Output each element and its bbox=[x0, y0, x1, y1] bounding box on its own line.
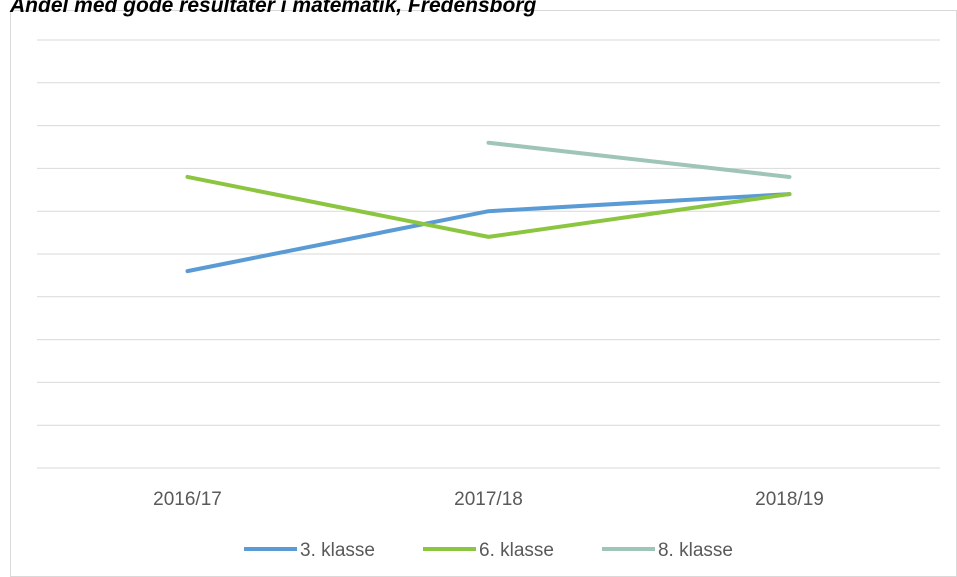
legend-label: 8. klasse bbox=[658, 540, 733, 561]
chart-title: Andel med gode resultater i matematik, F… bbox=[9, 0, 536, 17]
x-tick-label: 2018/19 bbox=[755, 489, 824, 510]
series-line bbox=[486, 140, 792, 179]
legend-label: 6. klasse bbox=[479, 540, 554, 561]
x-tick-label: 2016/17 bbox=[153, 489, 222, 510]
x-tick-label: 2017/18 bbox=[454, 489, 523, 510]
legend-label: 3. klasse bbox=[300, 540, 375, 561]
series-line bbox=[185, 174, 792, 239]
series-line bbox=[185, 192, 792, 274]
